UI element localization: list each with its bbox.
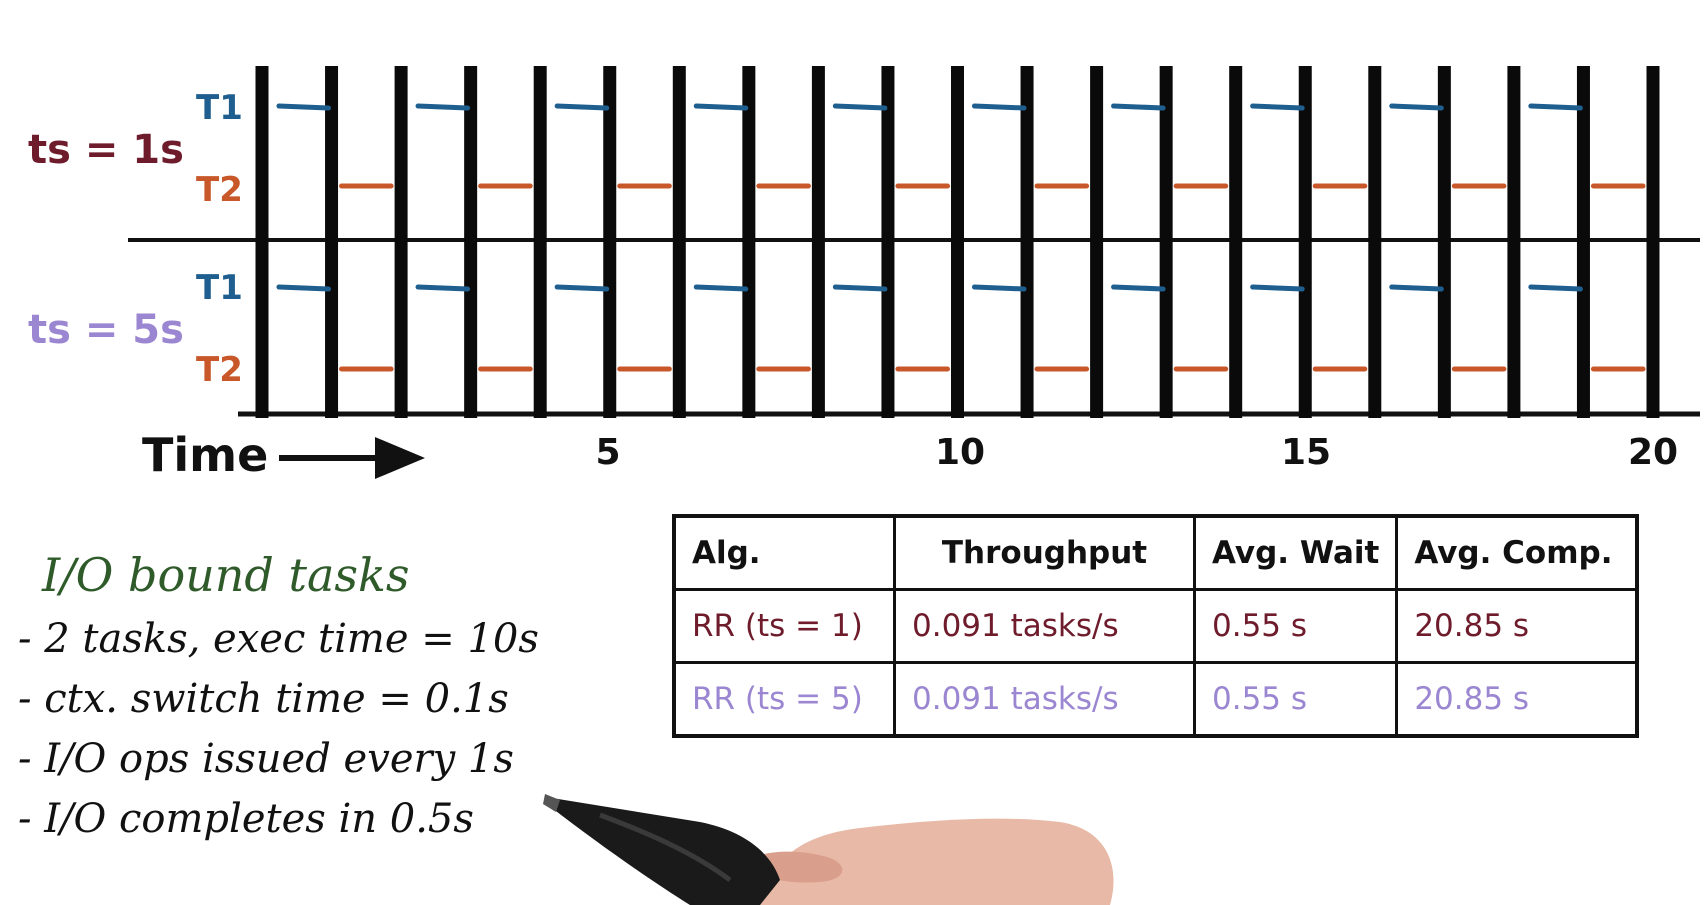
t1-execution-segment [1250, 284, 1305, 292]
cell-throughput: 0.091 tasks/s [893, 588, 1196, 664]
t1-execution-segment [1250, 103, 1305, 111]
t1-execution-segment [971, 103, 1027, 111]
t1-execution-segment [1389, 103, 1444, 111]
t1-execution-segment [276, 284, 332, 292]
note-item: - 2 tasks, exec time = 10s [18, 616, 539, 662]
t1-execution-segment [1389, 284, 1444, 292]
task-label-t1-top: T1 [196, 88, 243, 128]
t1-execution-segment [693, 103, 749, 111]
results-table: Alg. Throughput Avg. Wait Avg. Comp. RR … [672, 514, 1640, 738]
note-item: - ctx. switch time = 0.1s [18, 676, 509, 722]
row-label-ts5: ts = 5s [28, 307, 184, 353]
header-alg: Alg. [672, 514, 896, 591]
note-item: - I/O completes in 0.5s [18, 796, 474, 842]
t1-execution-segment [1111, 103, 1166, 111]
t1-execution-segment [415, 284, 471, 292]
axis-tick-10: 10 [934, 432, 986, 473]
t1-execution-segment [832, 103, 888, 111]
table-header-row: Alg. Throughput Avg. Wait Avg. Comp. [672, 514, 1639, 591]
t1-execution-segment [276, 103, 332, 111]
time-axis-label: Time [142, 428, 269, 482]
note-item: - I/O ops issued every 1s [18, 736, 514, 782]
axis-tick-5: 5 [595, 432, 621, 473]
task-label-t2-bottom: T2 [196, 350, 243, 390]
task-label-t2-top: T2 [196, 170, 243, 210]
t1-execution-segment [554, 103, 610, 111]
axis-tick-20: 20 [1627, 432, 1679, 473]
cell-avg-wait: 0.55 s [1192, 661, 1399, 738]
cell-avg-comp: 20.85 s [1395, 661, 1639, 738]
t1-execution-segment [693, 284, 749, 292]
header-avg-wait: Avg. Wait [1192, 514, 1399, 591]
cell-throughput: 0.091 tasks/s [893, 661, 1196, 738]
t1-execution-segment [1528, 284, 1583, 292]
header-avg-comp: Avg. Comp. [1395, 514, 1639, 591]
header-throughput: Throughput [893, 514, 1196, 591]
t1-execution-segment [1528, 103, 1583, 111]
t1-execution-segment [971, 284, 1027, 292]
axis-tick-15: 15 [1280, 432, 1332, 473]
handwritten-notes: I/O bound tasks - 2 tasks, exec time = 1… [18, 548, 578, 842]
notes-title: I/O bound tasks [42, 548, 410, 602]
cell-avg-comp: 20.85 s [1395, 588, 1639, 664]
cell-avg-wait: 0.55 s [1192, 588, 1399, 664]
t1-execution-segment [415, 103, 471, 111]
t1-execution-segment [554, 284, 610, 292]
t1-execution-segment [832, 284, 888, 292]
t1-execution-segment [1111, 284, 1166, 292]
cell-alg: RR (ts = 5) [672, 661, 896, 738]
time-arrow-icon [279, 437, 425, 479]
cell-alg: RR (ts = 1) [672, 588, 896, 664]
task-label-t1-bottom: T1 [196, 268, 243, 308]
table-row: RR (ts = 5) 0.091 tasks/s 0.55 s 20.85 s [672, 661, 1639, 738]
table-row: RR (ts = 1) 0.091 tasks/s 0.55 s 20.85 s [672, 588, 1639, 664]
row-label-ts1: ts = 1s [28, 127, 184, 173]
